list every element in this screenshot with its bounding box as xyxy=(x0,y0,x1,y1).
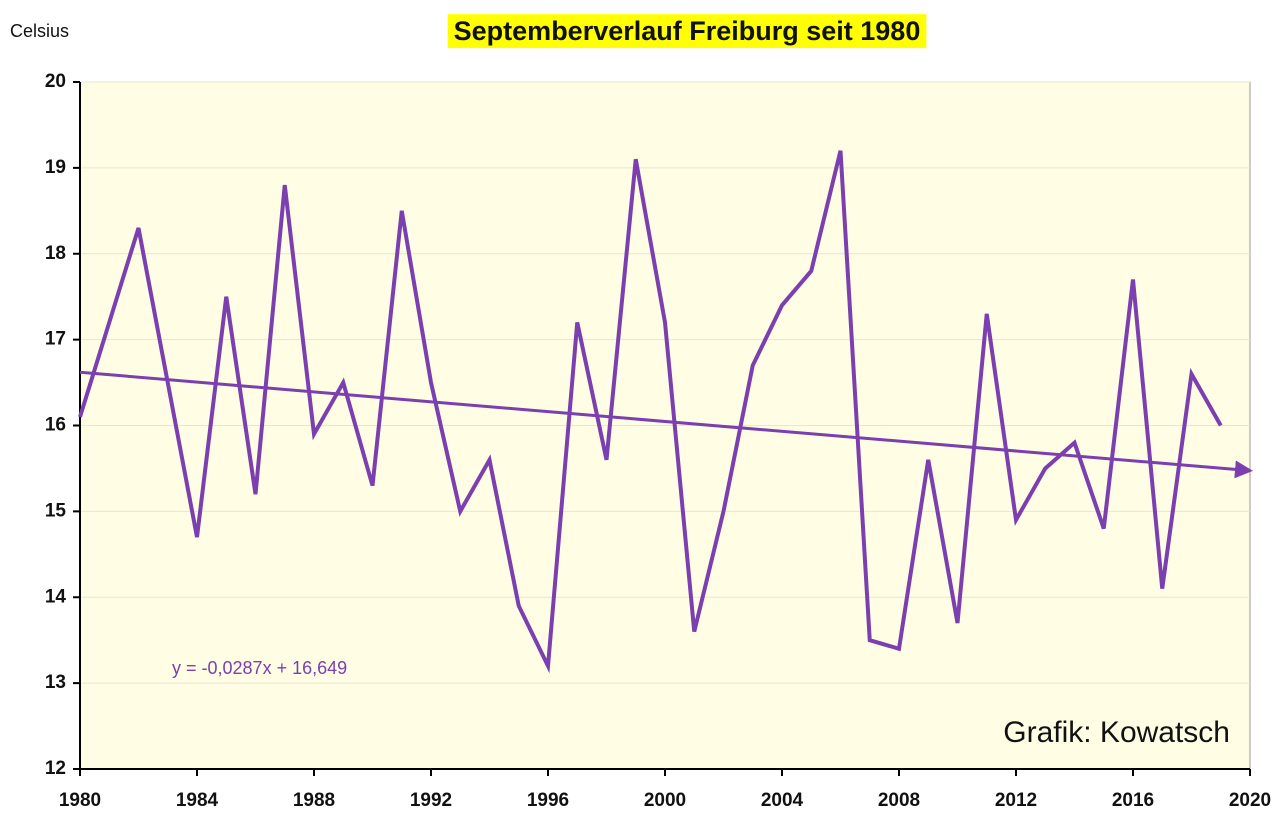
x-tick-label: 2008 xyxy=(878,790,920,811)
x-tick-label: 2012 xyxy=(995,790,1037,811)
chart-title: Septemberverlauf Freiburg seit 1980 xyxy=(454,16,921,46)
x-tick-label: 1984 xyxy=(176,790,219,811)
y-tick-label: 18 xyxy=(45,243,66,264)
x-tick-label: 2016 xyxy=(1112,790,1154,811)
y-axis-label: Celsius xyxy=(10,21,69,41)
x-tick-label: 1980 xyxy=(59,790,101,811)
y-tick-label: 15 xyxy=(45,500,67,521)
data-line xyxy=(78,150,1223,674)
y-tick-label: 14 xyxy=(45,586,67,607)
trend-equation: y = -0,0287x + 16,649 xyxy=(172,658,347,678)
credit: Grafik: Kowatsch xyxy=(1003,716,1230,749)
y-tick-label: 19 xyxy=(45,157,66,178)
x-tick-label: 1988 xyxy=(293,790,335,811)
y-tick-label: 12 xyxy=(45,758,66,779)
y-tick-label: 16 xyxy=(45,415,66,436)
x-tick-label: 2004 xyxy=(761,790,804,811)
x-tick-label: 1996 xyxy=(527,790,569,811)
y-tick-label: 20 xyxy=(45,71,66,92)
y-tick-label: 17 xyxy=(45,329,66,350)
title-highlight xyxy=(447,14,927,49)
x-tick-label: 1992 xyxy=(410,790,452,811)
trend-line xyxy=(79,370,1253,479)
x-tick-label: 2000 xyxy=(644,790,686,811)
x-tick-label: 2020 xyxy=(1229,790,1271,811)
y-tick-label: 13 xyxy=(45,672,66,693)
